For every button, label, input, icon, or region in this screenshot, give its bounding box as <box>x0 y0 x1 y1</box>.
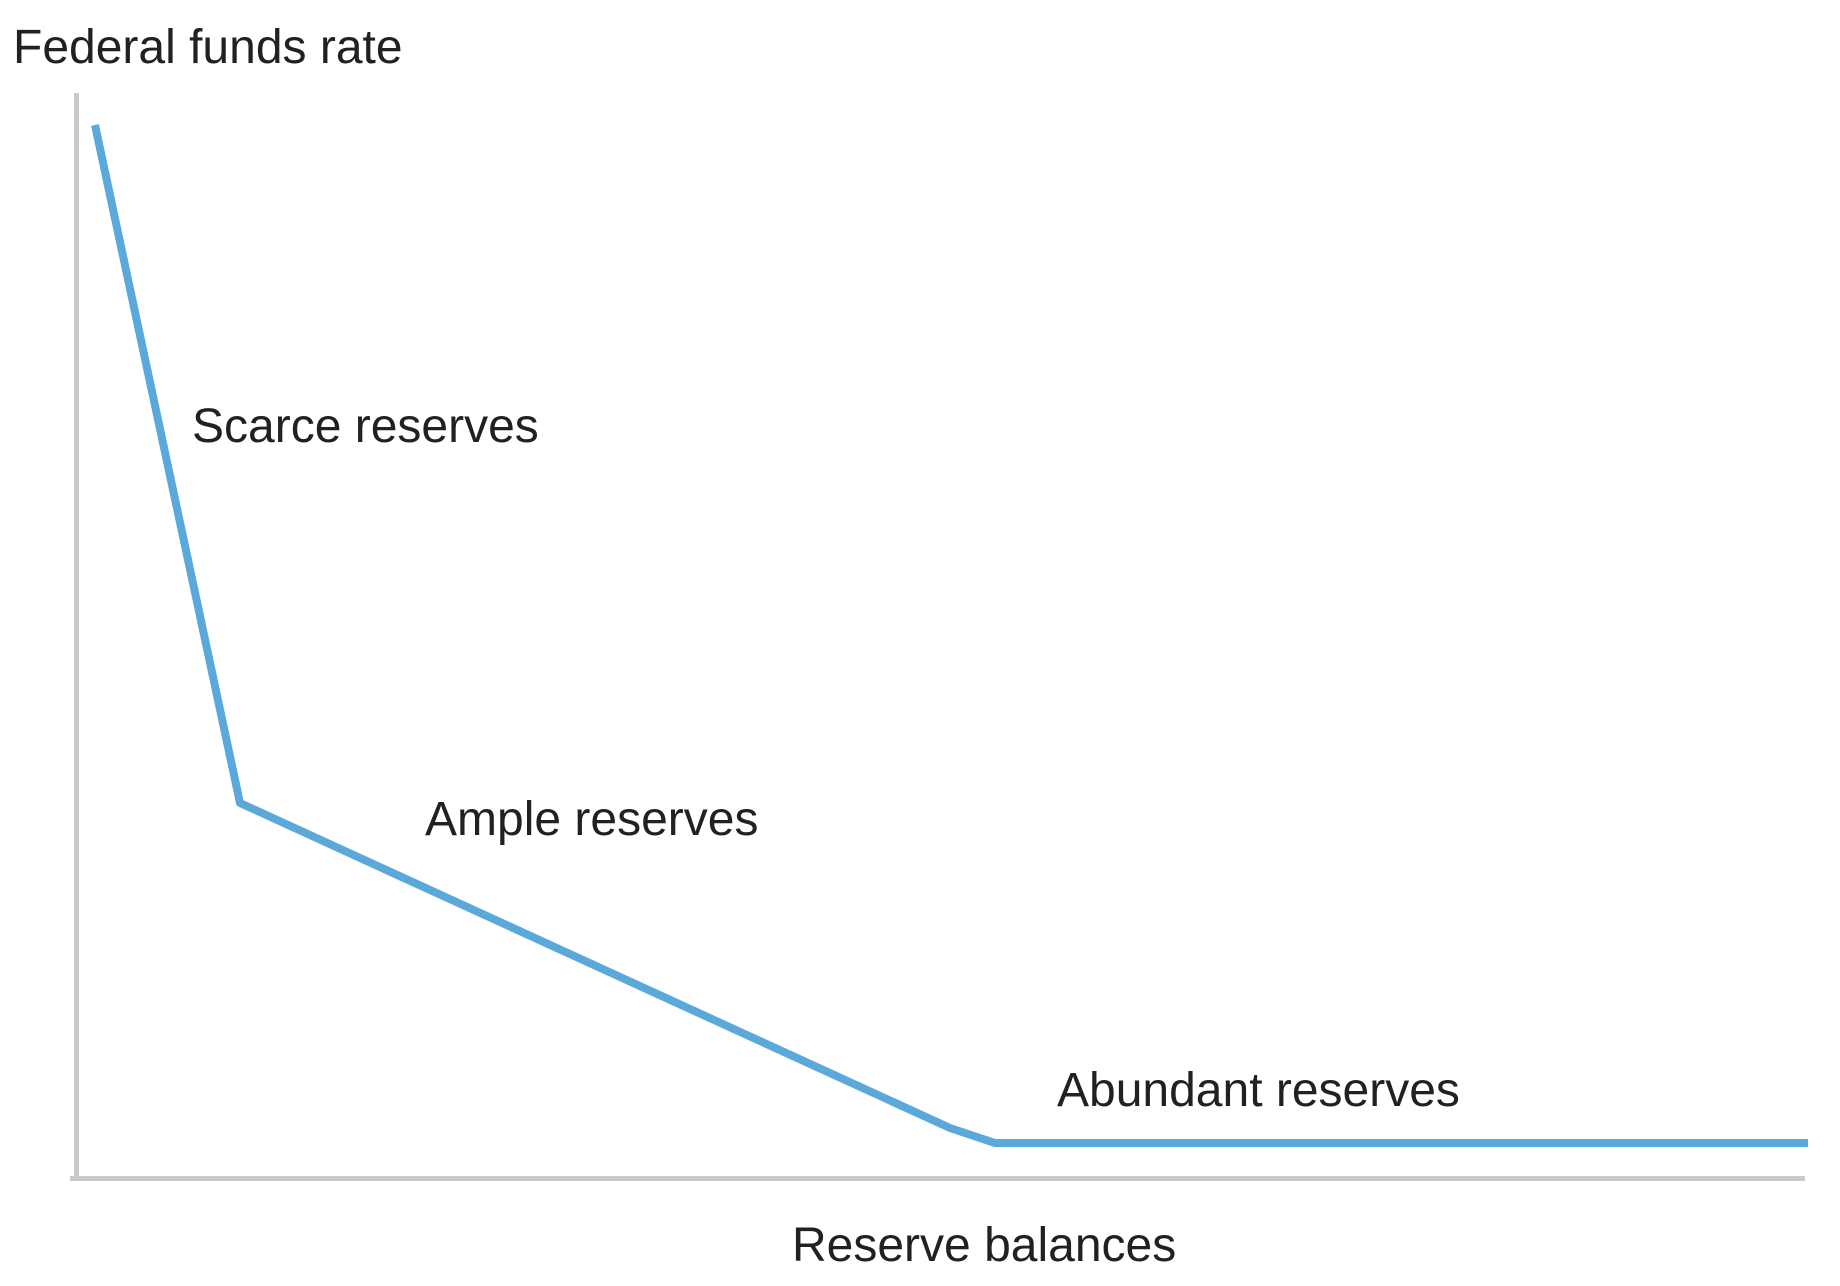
annotation-ample-reserves: Ample reserves <box>425 793 759 846</box>
annotation-abundant-reserves: Abundant reserves <box>1057 1064 1460 1117</box>
demand-curve <box>91 124 1808 1147</box>
annotation-scarce-reserves: Scarce reserves <box>192 400 539 453</box>
x-axis-title: Reserve balances <box>792 1219 1177 1272</box>
y-axis-title: Federal funds rate <box>13 21 403 74</box>
